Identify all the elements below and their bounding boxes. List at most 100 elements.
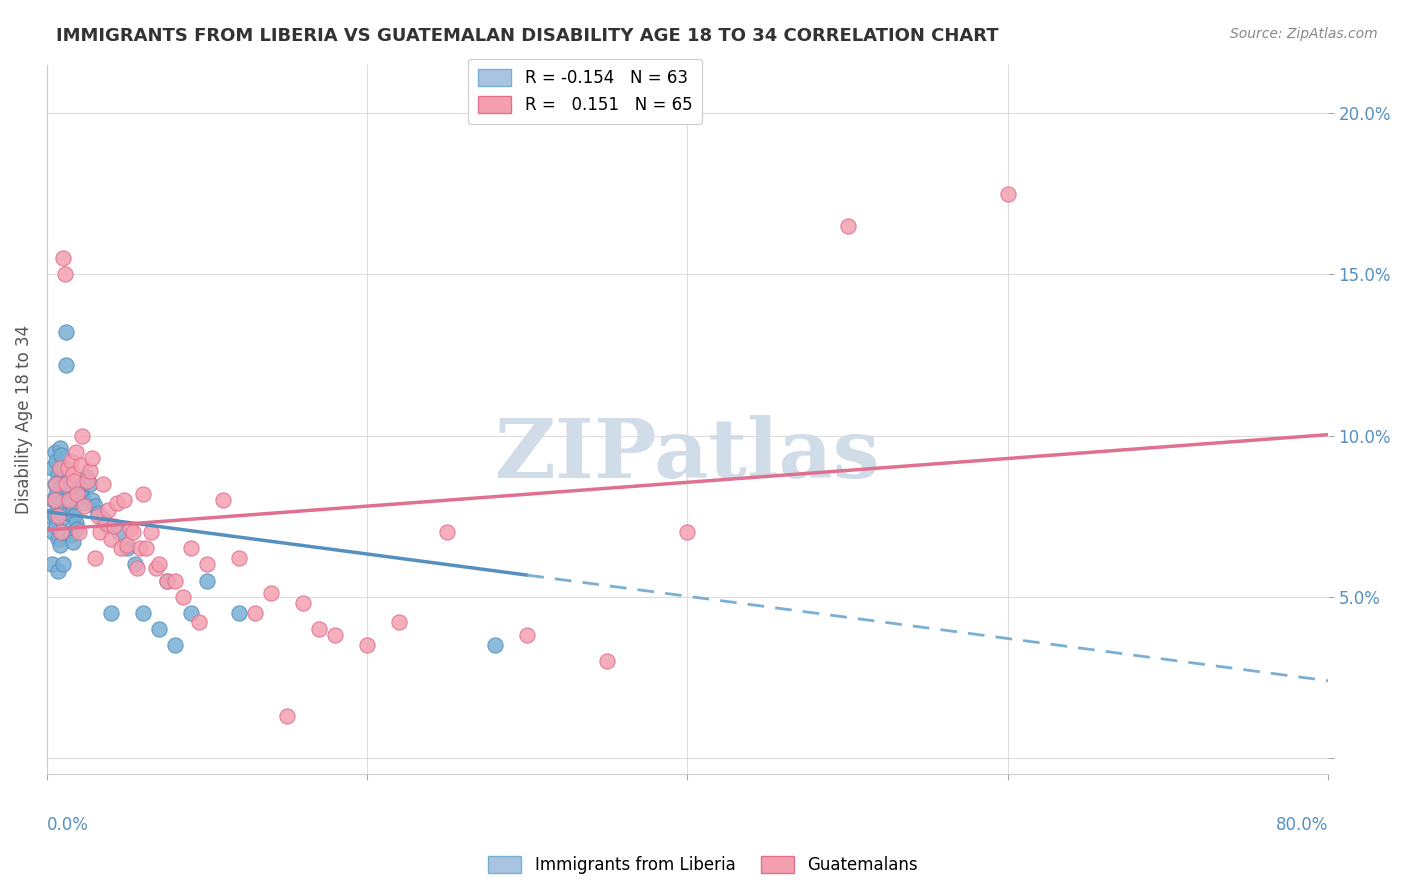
Point bbox=[45, 486, 67, 500]
Point bbox=[62, 502, 84, 516]
Point bbox=[52, 558, 75, 572]
Point bbox=[180, 541, 202, 556]
Point bbox=[48, 506, 70, 520]
Point bbox=[112, 492, 135, 507]
Point bbox=[80, 492, 103, 507]
Point bbox=[128, 541, 150, 556]
Point bbox=[180, 606, 202, 620]
Point bbox=[55, 326, 77, 340]
Point bbox=[42, 492, 65, 507]
Point bbox=[63, 509, 86, 524]
Point bbox=[228, 551, 250, 566]
Point bbox=[115, 541, 138, 556]
Point bbox=[52, 492, 75, 507]
Point bbox=[135, 541, 157, 556]
Point bbox=[132, 606, 155, 620]
Point bbox=[45, 518, 67, 533]
Point bbox=[76, 470, 98, 484]
Point bbox=[59, 454, 82, 468]
Point bbox=[46, 532, 69, 546]
Point bbox=[48, 460, 70, 475]
Point bbox=[70, 490, 93, 504]
Point bbox=[69, 458, 91, 472]
Text: ZIPatlas: ZIPatlas bbox=[495, 415, 880, 495]
Point bbox=[188, 615, 211, 630]
Point bbox=[125, 560, 148, 574]
Point bbox=[59, 528, 82, 542]
Point bbox=[997, 186, 1019, 201]
Point bbox=[87, 506, 110, 520]
Point bbox=[56, 460, 79, 475]
Point bbox=[148, 558, 170, 572]
Point bbox=[66, 522, 89, 536]
Point bbox=[97, 518, 120, 533]
Point bbox=[108, 525, 131, 540]
Y-axis label: Disability Age 18 to 34: Disability Age 18 to 34 bbox=[15, 325, 32, 514]
Point bbox=[48, 538, 70, 552]
Point bbox=[195, 574, 218, 588]
Legend: R = -0.154   N = 63, R =   0.151   N = 65: R = -0.154 N = 63, R = 0.151 N = 65 bbox=[468, 59, 702, 124]
Point bbox=[62, 534, 84, 549]
Point bbox=[53, 500, 76, 514]
Text: 0.0%: 0.0% bbox=[46, 815, 89, 834]
Point bbox=[84, 551, 107, 566]
Point bbox=[163, 574, 186, 588]
Point bbox=[115, 538, 138, 552]
Point bbox=[79, 464, 101, 478]
Point bbox=[516, 628, 538, 642]
Point bbox=[148, 622, 170, 636]
Point bbox=[132, 486, 155, 500]
Point bbox=[52, 525, 75, 540]
Point bbox=[70, 428, 93, 442]
Point bbox=[58, 483, 80, 498]
Text: IMMIGRANTS FROM LIBERIA VS GUATEMALAN DISABILITY AGE 18 TO 34 CORRELATION CHART: IMMIGRANTS FROM LIBERIA VS GUATEMALAN DI… bbox=[56, 27, 998, 45]
Text: 80.0%: 80.0% bbox=[1275, 815, 1329, 834]
Point bbox=[243, 606, 266, 620]
Point bbox=[837, 219, 859, 233]
Point bbox=[97, 502, 120, 516]
Point bbox=[356, 638, 378, 652]
Point bbox=[73, 500, 96, 514]
Point bbox=[89, 525, 111, 540]
Point bbox=[91, 476, 114, 491]
Point bbox=[44, 476, 66, 491]
Point bbox=[66, 486, 89, 500]
Point bbox=[110, 541, 132, 556]
Point bbox=[100, 532, 122, 546]
Point bbox=[145, 560, 167, 574]
Point bbox=[51, 448, 73, 462]
Point bbox=[52, 252, 75, 266]
Point bbox=[62, 467, 84, 482]
Point bbox=[308, 622, 330, 636]
Point bbox=[46, 467, 69, 482]
Point bbox=[46, 564, 69, 578]
Point bbox=[79, 476, 101, 491]
Point bbox=[53, 268, 76, 282]
Point bbox=[73, 496, 96, 510]
Point bbox=[39, 509, 62, 524]
Point bbox=[41, 460, 63, 475]
Point bbox=[139, 525, 162, 540]
Point bbox=[292, 596, 315, 610]
Point bbox=[100, 606, 122, 620]
Point bbox=[44, 492, 66, 507]
Point bbox=[676, 525, 699, 540]
Point bbox=[436, 525, 458, 540]
Point bbox=[67, 476, 90, 491]
Point bbox=[596, 654, 619, 668]
Point bbox=[42, 525, 65, 540]
Point bbox=[156, 574, 179, 588]
Point bbox=[45, 454, 67, 468]
Point bbox=[76, 474, 98, 488]
Point bbox=[51, 525, 73, 540]
Point bbox=[87, 509, 110, 524]
Point bbox=[91, 512, 114, 526]
Point bbox=[53, 467, 76, 482]
Legend: Immigrants from Liberia, Guatemalans: Immigrants from Liberia, Guatemalans bbox=[478, 846, 928, 884]
Point bbox=[163, 638, 186, 652]
Point bbox=[48, 442, 70, 456]
Point bbox=[69, 483, 91, 498]
Point bbox=[44, 509, 66, 524]
Point bbox=[65, 516, 87, 530]
Point bbox=[59, 496, 82, 510]
